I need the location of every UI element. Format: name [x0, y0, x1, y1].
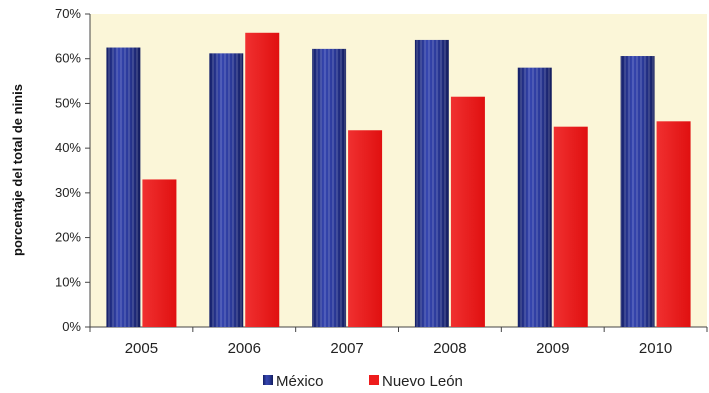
- bar-nuevo-leon-2010: [656, 121, 691, 327]
- bar-texture-mexico-2007: [312, 48, 347, 328]
- y-tick-label: 0%: [62, 319, 81, 334]
- bar-texture-mexico-2006: [209, 53, 244, 327]
- bar-texture-mexico-2010: [620, 56, 655, 327]
- bar-texture-mexico-2008: [414, 39, 449, 327]
- x-tick-label: 2005: [125, 340, 158, 357]
- legend-swatch-mexico: [263, 375, 273, 385]
- plot-area: [90, 14, 707, 327]
- legend-label-nuevo-leon: Nuevo León: [382, 373, 463, 390]
- y-tick-label: 30%: [55, 185, 81, 200]
- legend-label-mexico: México: [276, 373, 324, 390]
- y-tick-label: 50%: [55, 95, 81, 110]
- x-tick-label: 2009: [536, 340, 569, 357]
- y-tick-label: 60%: [55, 51, 81, 66]
- bar-nuevo-leon-2008: [450, 96, 485, 327]
- bar-nuevo-leon-2005: [142, 179, 177, 327]
- legend-swatch-nuevo-leon: [369, 375, 379, 385]
- bar-nuevo-leon-2007: [348, 130, 383, 327]
- bars: [106, 32, 691, 328]
- y-axis-label: porcentaje del total de ninis: [10, 84, 25, 256]
- y-tick-label: 40%: [55, 140, 81, 155]
- bar-texture-mexico-2005: [106, 47, 141, 328]
- y-tick-label: 10%: [55, 274, 81, 289]
- y-axis: 0% 10% 20% 30% 40% 50% 60% 70%: [55, 6, 91, 334]
- x-axis: 2005 2006 2007 2008 2009 2010: [89, 326, 708, 357]
- bar-nuevo-leon-2006: [245, 32, 280, 327]
- legend: México Nuevo León: [263, 373, 463, 390]
- bar-texture-mexico-2009: [517, 67, 552, 328]
- x-tick-label: 2006: [228, 340, 261, 357]
- x-tick-label: 2010: [639, 340, 672, 357]
- y-tick-label: 70%: [55, 6, 81, 21]
- y-tick-label: 20%: [55, 230, 81, 245]
- x-tick-label: 2008: [433, 340, 466, 357]
- x-tick-label: 2007: [330, 340, 363, 357]
- bar-nuevo-leon-2009: [553, 126, 588, 328]
